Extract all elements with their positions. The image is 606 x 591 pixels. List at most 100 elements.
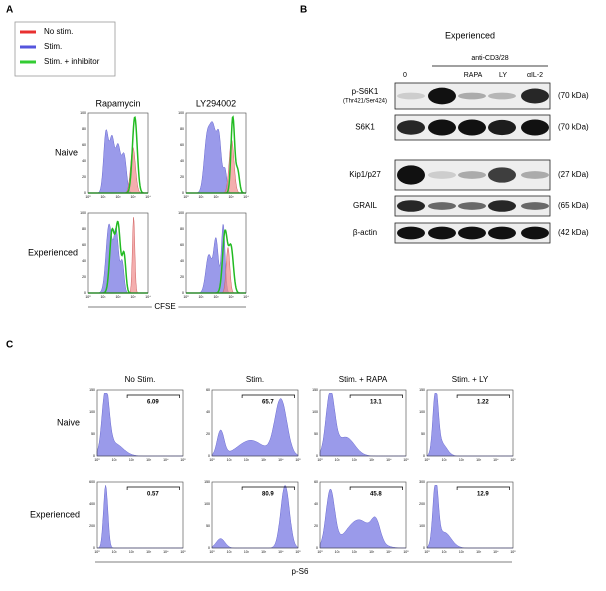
y-tick-label: 0 xyxy=(182,191,184,195)
x-tick-label: 10⁴ xyxy=(386,550,392,554)
column-title: Stim. + LY xyxy=(452,375,489,384)
blot-label: S6K1 xyxy=(355,123,375,132)
y-tick-label: 100 xyxy=(312,410,318,414)
y-tick-label: 40 xyxy=(206,410,210,414)
x-tick-label: 10² xyxy=(129,458,135,462)
y-tick-label: 100 xyxy=(80,211,86,215)
x-tick-label: 10⁵ xyxy=(403,458,409,462)
legend-box xyxy=(14,21,116,77)
blot-band xyxy=(458,202,486,210)
blot-band xyxy=(458,226,486,240)
blot-label: p-S6K1 xyxy=(352,87,379,96)
blot-band xyxy=(428,87,456,105)
histogram-stim xyxy=(88,223,148,294)
y-tick-label: 20 xyxy=(180,175,184,179)
y-tick-label: 50 xyxy=(91,432,95,436)
y-tick-label: 0 xyxy=(208,546,210,550)
x-tick-label: 10¹ xyxy=(198,295,204,299)
blot-label: β-actin xyxy=(353,228,377,237)
blot-band xyxy=(458,92,486,100)
blot-band xyxy=(397,120,425,135)
y-tick-label: 100 xyxy=(419,410,425,414)
lane-label: LY xyxy=(499,72,507,79)
blot-band xyxy=(397,165,425,185)
x-tick-label: 10⁴ xyxy=(145,295,151,299)
lane-label: 0 xyxy=(403,72,407,79)
y-tick-label: 60 xyxy=(82,243,86,247)
y-tick-label: 60 xyxy=(180,143,184,147)
lane-label: RAPA xyxy=(464,72,483,79)
blot-band xyxy=(488,226,516,240)
column-title: No Stim. xyxy=(125,375,156,384)
row-label: Experienced xyxy=(28,247,78,257)
y-tick-label: 0 xyxy=(316,546,318,550)
y-tick-label: 80 xyxy=(180,227,184,231)
x-tick-label: 10³ xyxy=(130,295,136,299)
x-tick-label: 10² xyxy=(352,458,358,462)
x-tick-label: 10¹ xyxy=(227,458,233,462)
panel-label: B xyxy=(300,5,307,16)
y-tick-label: 150 xyxy=(204,480,210,484)
x-tick-label: 10⁴ xyxy=(278,458,284,462)
plot-frame xyxy=(426,389,514,457)
gate-value: 0.57 xyxy=(147,492,159,498)
legend-label: No stim. xyxy=(44,27,73,36)
histogram xyxy=(319,393,406,457)
lane-label: αIL-2 xyxy=(527,72,543,79)
x-tick-label: 10⁴ xyxy=(493,458,499,462)
blot-band xyxy=(521,119,549,136)
column-title: LY294002 xyxy=(196,98,236,108)
y-tick-label: 150 xyxy=(89,388,95,392)
x-tick-label: 10¹ xyxy=(100,195,106,199)
x-tick-label: 10² xyxy=(244,458,250,462)
y-tick-label: 20 xyxy=(82,275,86,279)
y-tick-label: 300 xyxy=(419,480,425,484)
x-tick-label: 10⁰ xyxy=(424,550,430,554)
y-tick-label: 20 xyxy=(206,432,210,436)
x-tick-label: 10³ xyxy=(476,550,482,554)
x-tick-label: 10³ xyxy=(261,550,267,554)
y-tick-label: 50 xyxy=(314,432,318,436)
x-tick-label: 10⁰ xyxy=(209,458,215,462)
y-tick-label: 40 xyxy=(82,159,86,163)
bracket-label: anti-CD3/28 xyxy=(471,55,508,62)
x-tick-label: 10³ xyxy=(130,195,136,199)
plot-frame xyxy=(185,212,247,294)
y-tick-label: 40 xyxy=(314,502,318,506)
x-tick-label: 10³ xyxy=(146,458,152,462)
y-tick-label: 0 xyxy=(208,454,210,458)
row-label: Naive xyxy=(55,147,78,157)
x-tick-label: 10⁰ xyxy=(94,458,100,462)
x-tick-label: 10⁵ xyxy=(295,550,301,554)
x-tick-label: 10⁴ xyxy=(243,295,249,299)
y-tick-label: 20 xyxy=(82,175,86,179)
x-tick-label: 10⁵ xyxy=(403,550,409,554)
blot-band xyxy=(397,226,425,240)
x-tick-label: 10⁵ xyxy=(510,458,516,462)
y-tick-label: 60 xyxy=(180,243,184,247)
x-tick-label: 10² xyxy=(213,195,219,199)
blot-size: (70 kDa) xyxy=(558,123,589,132)
x-tick-label: 10³ xyxy=(228,295,234,299)
x-tick-label: 10² xyxy=(115,195,121,199)
x-tick-label: 10¹ xyxy=(112,550,118,554)
y-tick-label: 0 xyxy=(423,546,425,550)
x-tick-label: 10⁴ xyxy=(386,458,392,462)
blot-band xyxy=(488,119,516,136)
legend-label: Stim. xyxy=(44,42,62,51)
plot-frame xyxy=(319,481,407,549)
x-tick-label: 10¹ xyxy=(442,550,448,554)
x-tick-label: 10⁰ xyxy=(183,295,189,299)
blot-background xyxy=(394,159,551,191)
x-tick-label: 10¹ xyxy=(335,550,341,554)
x-tick-label: 10⁰ xyxy=(94,550,100,554)
blot-size: (27 kDa) xyxy=(558,170,589,179)
blot-band xyxy=(397,92,425,100)
x-tick-label: 10⁴ xyxy=(278,550,284,554)
y-tick-label: 0 xyxy=(84,191,86,195)
blot-sublabel: (Thr421/Ser424) xyxy=(343,99,387,105)
x-tick-label: 10¹ xyxy=(198,195,204,199)
histogram-stim xyxy=(186,121,246,194)
blot-band xyxy=(521,202,549,210)
x-tick-label: 10¹ xyxy=(227,550,233,554)
